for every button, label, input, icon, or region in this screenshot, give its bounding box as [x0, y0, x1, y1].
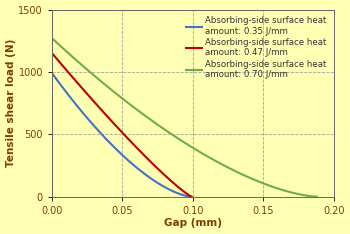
Absorbing-side surface heat
amount: 0.47 J/mm: (0.0966, 15.8): 0.47 J/mm: (0.0966, 15.8) — [186, 193, 190, 196]
Line: Absorbing-side surface heat
amount: 0.47 J/mm: Absorbing-side surface heat amount: 0.47… — [52, 53, 191, 197]
X-axis label: Gap (mm): Gap (mm) — [164, 219, 222, 228]
Absorbing-side surface heat
amount: 0.35 J/mm: (0.0476, 358): 0.35 J/mm: (0.0476, 358) — [117, 150, 121, 153]
Absorbing-side surface heat
amount: 0.35 J/mm: (0, 990): 0.35 J/mm: (0, 990) — [50, 72, 54, 75]
Absorbing-side surface heat
amount: 0.70 J/mm: (0.154, 89.3): 0.70 J/mm: (0.154, 89.3) — [267, 184, 271, 187]
Absorbing-side surface heat
amount: 0.35 J/mm: (0.0589, 244): 0.35 J/mm: (0.0589, 244) — [133, 165, 137, 168]
Absorbing-side surface heat
amount: 0.70 J/mm: (0.0904, 460): 0.70 J/mm: (0.0904, 460) — [177, 138, 181, 141]
Absorbing-side surface heat
amount: 0.70 J/mm: (0.0893, 468): 0.70 J/mm: (0.0893, 468) — [176, 137, 180, 140]
Absorbing-side surface heat
amount: 0.35 J/mm: (0.099, 0): 0.35 J/mm: (0.099, 0) — [189, 195, 194, 198]
Absorbing-side surface heat
amount: 0.47 J/mm: (0.0811, 160): 0.47 J/mm: (0.0811, 160) — [164, 175, 168, 178]
Absorbing-side surface heat
amount: 0.70 J/mm: (0.188, 0): 0.70 J/mm: (0.188, 0) — [315, 195, 319, 198]
Line: Absorbing-side surface heat
amount: 0.35 J/mm: Absorbing-side surface heat amount: 0.35… — [52, 73, 191, 197]
Absorbing-side surface heat
amount: 0.35 J/mm: (0.0536, 296): 0.35 J/mm: (0.0536, 296) — [125, 158, 130, 161]
Absorbing-side surface heat
amount: 0.47 J/mm: (0.047, 548): 0.47 J/mm: (0.047, 548) — [116, 127, 120, 130]
Absorbing-side surface heat
amount: 0.70 J/mm: (0, 1.27e+03): 0.70 J/mm: (0, 1.27e+03) — [50, 37, 54, 40]
Absorbing-side surface heat
amount: 0.35 J/mm: (0.047, 365): 0.35 J/mm: (0.047, 365) — [116, 150, 120, 153]
Absorbing-side surface heat
amount: 0.47 J/mm: (0.0536, 470): 0.47 J/mm: (0.0536, 470) — [125, 137, 130, 139]
Absorbing-side surface heat
amount: 0.35 J/mm: (0.0966, 3.06): 0.35 J/mm: (0.0966, 3.06) — [186, 195, 190, 198]
Absorbing-side surface heat
amount: 0.35 J/mm: (0.0811, 69.6): 0.35 J/mm: (0.0811, 69.6) — [164, 186, 168, 189]
Absorbing-side surface heat
amount: 0.70 J/mm: (0.102, 380): 0.70 J/mm: (0.102, 380) — [193, 148, 197, 151]
Absorbing-side surface heat
amount: 0.70 J/mm: (0.112, 313): 0.70 J/mm: (0.112, 313) — [208, 156, 212, 159]
Y-axis label: Tensile shear load (N): Tensile shear load (N) — [6, 39, 15, 167]
Absorbing-side surface heat
amount: 0.47 J/mm: (0, 1.15e+03): 0.47 J/mm: (0, 1.15e+03) — [50, 52, 54, 55]
Absorbing-side surface heat
amount: 0.47 J/mm: (0.0476, 541): 0.47 J/mm: (0.0476, 541) — [117, 128, 121, 131]
Absorbing-side surface heat
amount: 0.70 J/mm: (0.183, 3.93): 0.70 J/mm: (0.183, 3.93) — [308, 195, 313, 197]
Absorbing-side surface heat
amount: 0.47 J/mm: (0.099, 0): 0.47 J/mm: (0.099, 0) — [189, 195, 194, 198]
Absorbing-side surface heat
amount: 0.47 J/mm: (0.0589, 406): 0.47 J/mm: (0.0589, 406) — [133, 145, 137, 147]
Line: Absorbing-side surface heat
amount: 0.70 J/mm: Absorbing-side surface heat amount: 0.70… — [52, 38, 317, 197]
Legend: Absorbing-side surface heat
amount: 0.35 J/mm, Absorbing-side surface heat
amoun: Absorbing-side surface heat amount: 0.35… — [184, 14, 329, 81]
